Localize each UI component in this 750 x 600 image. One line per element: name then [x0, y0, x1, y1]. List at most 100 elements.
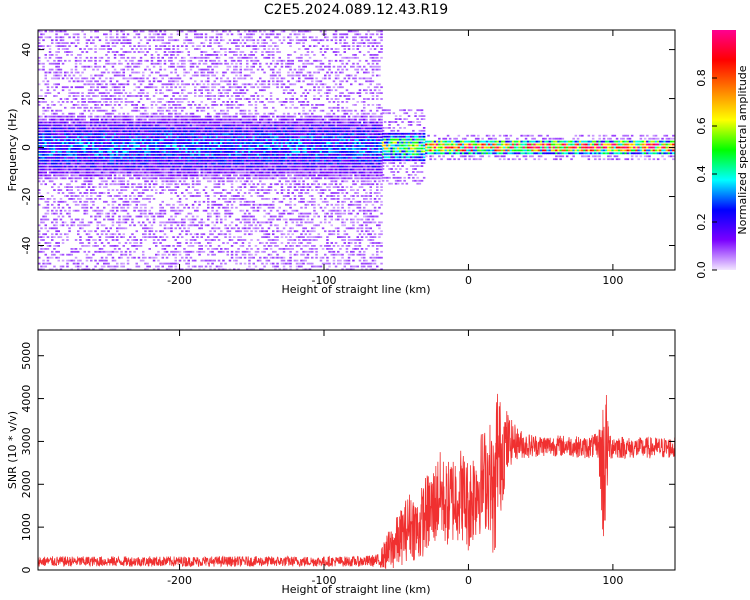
- heatmap-cell: [248, 83, 251, 86]
- heatmap-cell: [152, 156, 156, 159]
- heatmap-cell: [165, 186, 169, 188]
- heatmap-cell: [211, 233, 214, 236]
- heatmap-cell: [146, 106, 149, 109]
- heatmap-cell: [122, 56, 125, 59]
- heatmap-cell: [252, 156, 255, 159]
- heatmap-cell: [83, 136, 86, 139]
- heatmap-cell: [233, 171, 236, 174]
- heatmap-cell: [235, 130, 238, 133]
- heatmap-cell: [148, 74, 151, 77]
- heatmap-cell: [113, 177, 117, 180]
- heatmap-cell: [248, 174, 251, 177]
- heatmap-cell: [233, 227, 236, 230]
- heatmap-cell: [81, 86, 84, 89]
- heatmap-cell: [196, 192, 199, 194]
- heatmap-cell: [157, 121, 160, 124]
- heatmap-cell: [79, 112, 82, 115]
- heatmap-cell: [172, 45, 175, 47]
- heatmap-cell: [241, 56, 245, 59]
- heatmap-cell: [109, 115, 112, 118]
- heatmap-cell: [131, 168, 134, 171]
- heatmap-cell: [87, 268, 91, 270]
- heatmap-cell: [235, 253, 238, 256]
- heatmap-cell: [109, 101, 112, 103]
- heatmap-cell: [161, 209, 164, 212]
- heatmap-cell: [111, 215, 115, 218]
- heatmap-cell: [252, 174, 255, 177]
- heatmap-cell: [155, 212, 158, 215]
- heatmap-cell: [109, 139, 112, 141]
- heatmap-cell: [116, 145, 119, 147]
- heatmap-cell: [170, 89, 173, 92]
- heatmap-cell: [111, 133, 115, 136]
- heatmap-cell: [131, 218, 134, 221]
- heatmap-cell: [148, 236, 151, 238]
- heatmap-cell: [38, 189, 41, 191]
- heatmap-cell: [79, 121, 82, 124]
- heatmap-cell: [96, 233, 99, 236]
- heatmap-cell: [85, 268, 89, 270]
- heatmap-cell: [118, 39, 121, 42]
- heatmap-cell: [250, 162, 253, 165]
- heatmap-cell: [217, 233, 221, 236]
- heatmap-cell: [116, 30, 119, 33]
- heatmap-cell: [57, 151, 60, 153]
- heatmap-cell: [146, 95, 149, 97]
- heatmap-cell: [215, 156, 219, 159]
- heatmap-cell: [170, 192, 173, 194]
- heatmap-cell: [94, 118, 97, 121]
- heatmap-cell: [92, 151, 95, 153]
- heatmap-cell: [74, 65, 78, 68]
- heatmap-cell: [70, 268, 73, 270]
- heatmap-cell: [116, 74, 119, 77]
- heatmap-cell: [228, 89, 232, 92]
- heatmap-cell: [100, 165, 104, 168]
- heatmap-cell: [105, 162, 108, 165]
- heatmap-cell: [111, 121, 115, 124]
- heatmap-cell: [176, 183, 180, 186]
- heatmap-cell: [77, 139, 80, 141]
- heatmap-cell: [51, 177, 54, 180]
- heatmap-cell: [243, 77, 247, 80]
- heatmap-cell: [224, 218, 227, 221]
- heatmap-cell: [159, 39, 162, 42]
- heatmap-cell: [137, 121, 141, 124]
- heatmap-cell: [109, 30, 112, 33]
- heatmap-cell: [233, 68, 236, 71]
- heatmap-cell: [113, 139, 117, 141]
- heatmap-cell: [135, 65, 138, 68]
- heatmap-cell: [243, 139, 247, 141]
- heatmap-cell: [87, 133, 91, 136]
- heatmap-cell: [77, 115, 80, 118]
- heatmap-cell: [168, 48, 171, 50]
- heatmap-cell: [105, 156, 108, 159]
- heatmap-cell: [226, 136, 229, 139]
- heatmap-cell: [46, 200, 50, 203]
- heatmap-cell: [161, 168, 164, 171]
- heatmap-cell: [248, 162, 251, 165]
- heatmap-cell: [194, 151, 197, 153]
- heatmap-cell: [243, 136, 247, 139]
- heatmap-cell: [135, 95, 138, 97]
- heatmap-cell: [194, 28, 197, 30]
- heatmap-cell: [248, 56, 251, 59]
- heatmap-cell: [55, 83, 58, 86]
- heatmap-cell: [79, 165, 82, 168]
- heatmap-cell: [113, 71, 117, 74]
- heatmap-cell: [209, 250, 212, 253]
- heatmap-cell: [230, 115, 234, 118]
- heatmap-cell: [220, 86, 223, 89]
- heatmap-cell: [139, 51, 143, 53]
- heatmap-cell: [92, 153, 95, 156]
- heatmap-cell: [215, 118, 219, 121]
- heatmap-cell: [163, 145, 167, 147]
- heatmap-cell: [46, 153, 50, 156]
- heatmap-cell: [79, 177, 82, 180]
- heatmap-cell: [48, 148, 52, 150]
- heatmap-cell: [168, 174, 171, 177]
- heatmap-cell: [148, 174, 151, 177]
- heatmap-cell: [248, 130, 251, 133]
- heatmap-cell: [226, 83, 229, 86]
- heatmap-cell: [241, 227, 245, 230]
- heatmap-cell: [222, 80, 225, 83]
